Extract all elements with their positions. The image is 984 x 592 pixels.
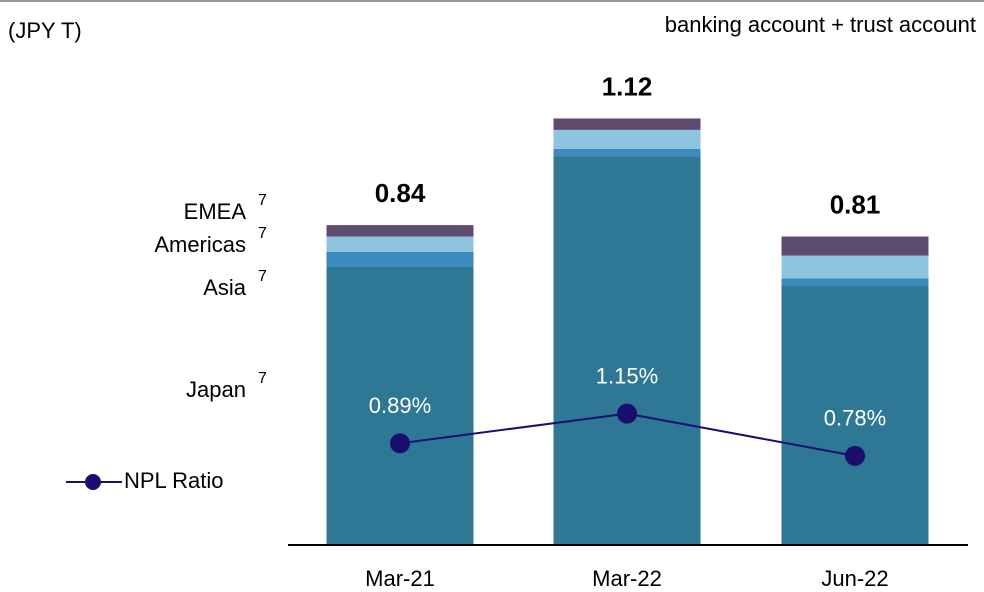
bar-segment <box>326 266 474 545</box>
npl-label: 0.78% <box>824 406 886 431</box>
legend-footnote: 7 <box>258 370 267 387</box>
bar-segment <box>553 118 701 130</box>
legend-footnote: 7 <box>258 225 267 242</box>
bar-segment <box>781 286 929 545</box>
npl-label: 0.89% <box>369 393 431 418</box>
legend-label: Asia <box>203 275 247 300</box>
x-tick-label: Jun-22 <box>821 566 888 591</box>
bar-segment <box>326 225 474 237</box>
bar-segment <box>781 255 929 279</box>
legend-footnote: 7 <box>258 192 267 209</box>
total-label: 1.12 <box>602 71 653 101</box>
npl-point <box>617 403 637 424</box>
legend-label: EMEA <box>184 199 247 224</box>
npl-label: 1.15% <box>596 363 658 388</box>
total-label: 0.81 <box>830 189 881 219</box>
unit-label: (JPY T) <box>8 18 82 43</box>
legend-label: Japan <box>186 377 246 402</box>
bar-segment <box>781 236 929 256</box>
bar-segment <box>553 148 701 157</box>
bar-segment <box>553 156 701 546</box>
npl-point <box>845 445 865 466</box>
bar-segment <box>326 251 474 267</box>
legend-label: NPL Ratio <box>124 468 223 493</box>
legend-label: Americas <box>154 232 246 257</box>
subtitle: banking account + trust account <box>665 12 976 37</box>
legend-marker <box>85 474 101 490</box>
total-label: 0.84 <box>375 178 426 208</box>
bar-segment <box>326 236 474 252</box>
x-tick-label: Mar-21 <box>365 566 435 591</box>
x-tick-label: Mar-22 <box>592 566 662 591</box>
npl-point <box>390 433 410 454</box>
legend-footnote: 7 <box>258 268 267 285</box>
bar-segment <box>553 129 701 149</box>
bar-segment <box>781 278 929 287</box>
